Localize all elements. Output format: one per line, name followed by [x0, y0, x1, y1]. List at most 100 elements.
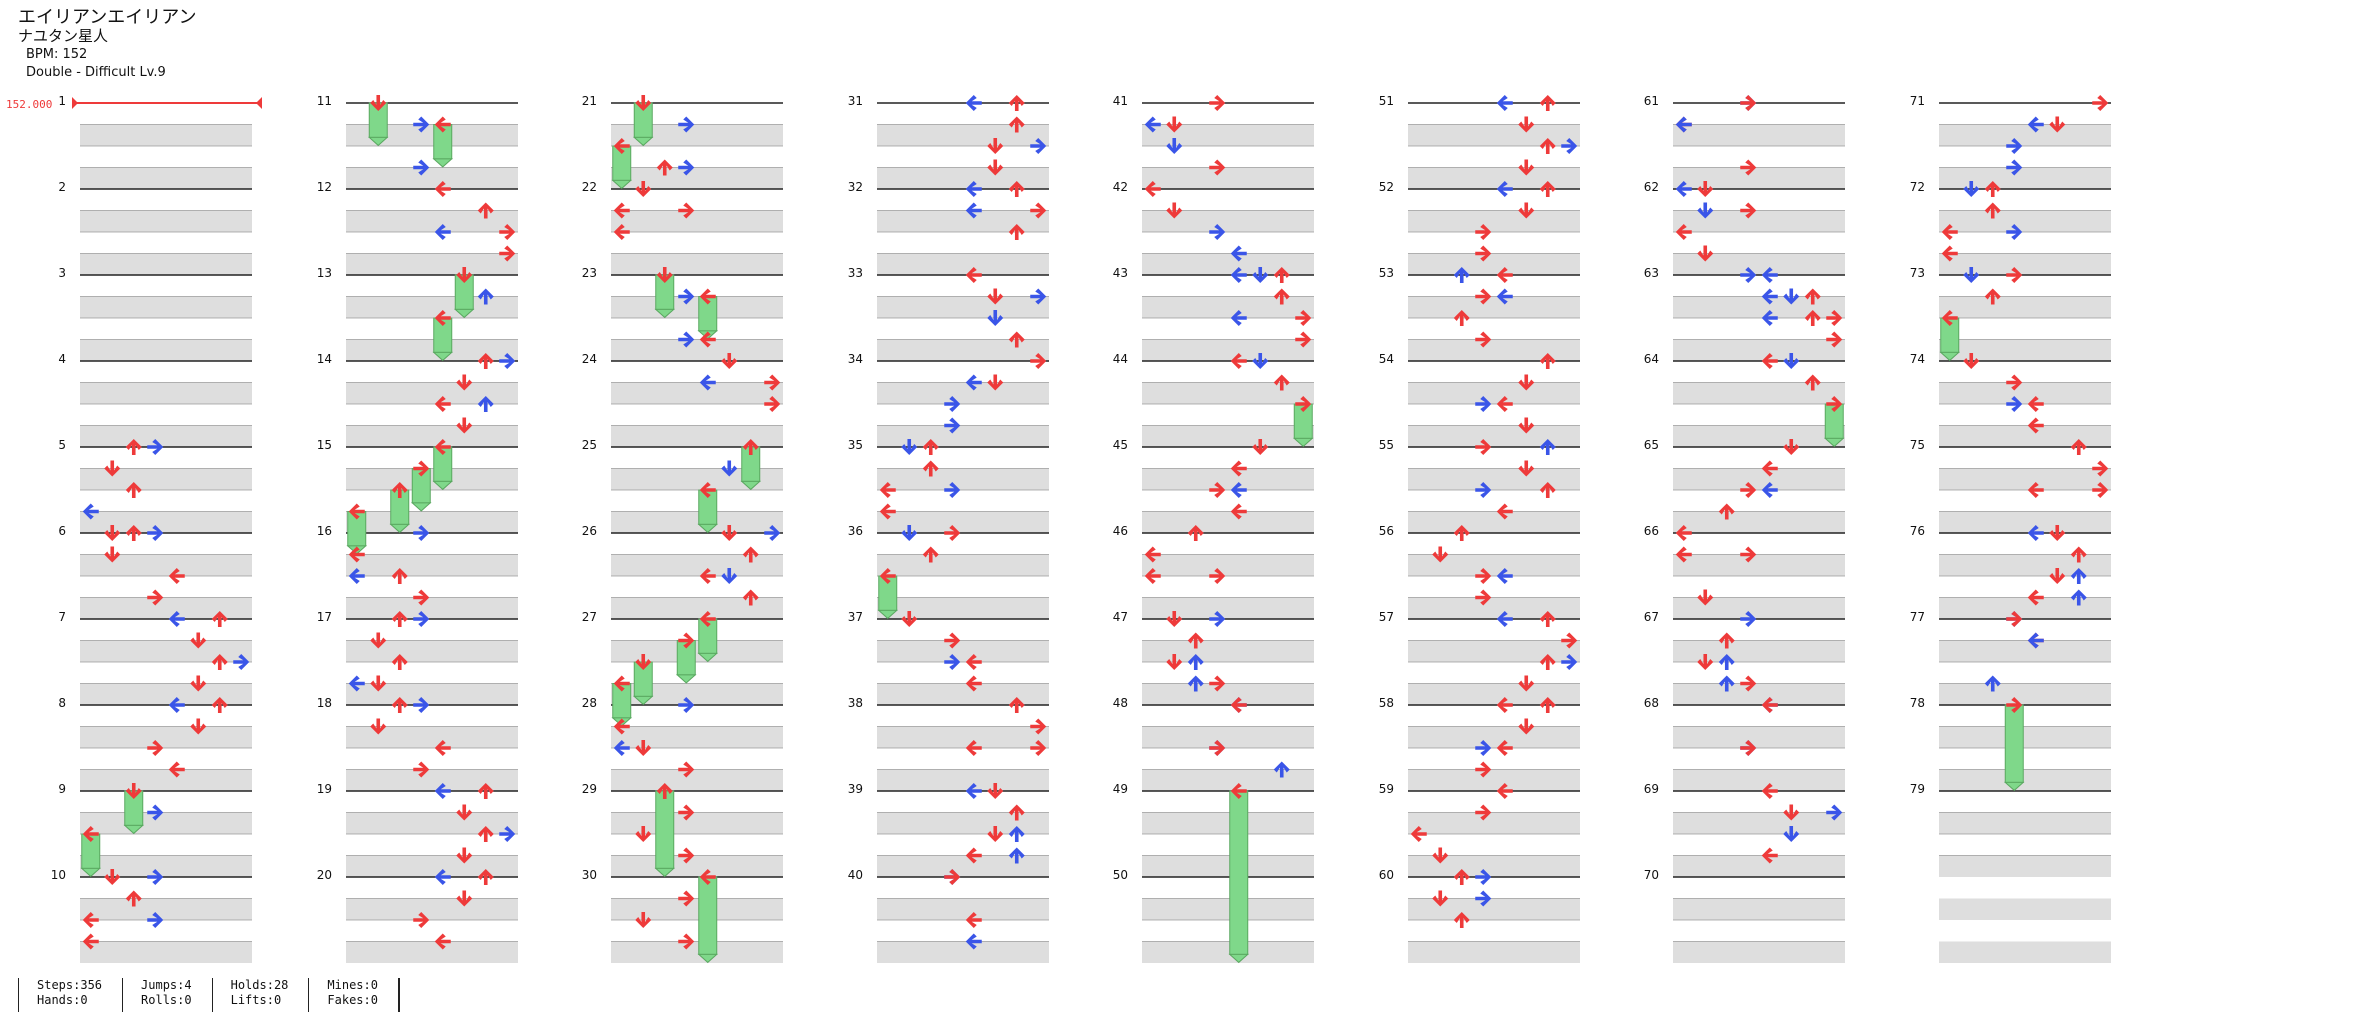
- hold-head-arrow-icon: [635, 654, 652, 670]
- beat-band: [1673, 683, 1845, 705]
- beat-band: [877, 167, 1049, 189]
- red-down-arrow-icon: [1432, 847, 1449, 864]
- red-up-arrow-icon: [211, 697, 228, 713]
- beat-band: [877, 511, 1049, 533]
- measure-number: 61: [1644, 94, 1659, 108]
- beat-band: [611, 812, 783, 834]
- beat-band: [346, 124, 518, 146]
- red-down-arrow-icon: [1166, 611, 1183, 627]
- stat-hands: Hands:0: [37, 993, 88, 1007]
- red-down-arrow-icon: [1518, 460, 1535, 477]
- blue-left-arrow-icon: [1496, 95, 1513, 111]
- measure-number: 79: [1910, 782, 1925, 796]
- red-right-arrow-icon: [2006, 267, 2023, 283]
- measure-number: 42: [1113, 180, 1128, 194]
- hold-head-arrow-icon: [699, 288, 716, 305]
- measure-number: 5: [58, 438, 66, 452]
- red-down-arrow-icon: [2049, 568, 2066, 584]
- hold-body: [1229, 790, 1249, 955]
- beat-band: [611, 425, 783, 447]
- beat-band: [1673, 941, 1845, 963]
- red-right-arrow-icon: [1475, 568, 1492, 584]
- blue-right-arrow-icon: [2006, 159, 2023, 176]
- measure-number: 52: [1379, 180, 1394, 194]
- red-up-arrow-icon: [1539, 482, 1556, 498]
- measure-number: 28: [582, 696, 597, 710]
- red-right-arrow-icon: [2092, 482, 2109, 498]
- blue-left-arrow-icon: [1496, 568, 1513, 584]
- hold-tail: [697, 523, 719, 534]
- beat-band: [1408, 468, 1580, 490]
- beat-band: [1939, 812, 2111, 834]
- blue-left-arrow-icon: [2027, 525, 2044, 541]
- beat-band: [346, 597, 518, 619]
- hold-head-arrow-icon: [1941, 310, 1958, 326]
- beat-band: [1939, 726, 2111, 748]
- song-header: エイリアンエイリアン ナユタン星人 BPM: 152 Double - Diff…: [18, 8, 197, 82]
- beat-band: [611, 769, 783, 791]
- beat-band: [1939, 683, 2111, 705]
- beat-band: [346, 812, 518, 834]
- beat-band: [1673, 296, 1845, 318]
- red-right-arrow-icon: [944, 632, 961, 649]
- red-up-arrow-icon: [391, 568, 408, 584]
- red-left-arrow-icon: [1230, 503, 1247, 520]
- beat-band: [1142, 382, 1314, 404]
- blue-right-arrow-icon: [1209, 611, 1226, 627]
- hold-head-arrow-icon: [635, 95, 652, 111]
- beat-band: [877, 898, 1049, 920]
- stats-holds-group: Holds:28 Lifts:0: [211, 978, 309, 1012]
- measure-number: 38: [848, 696, 863, 710]
- red-up-arrow-icon: [1984, 202, 2001, 219]
- beat-band: [1408, 683, 1580, 705]
- blue-left-arrow-icon: [965, 181, 982, 197]
- red-up-arrow-icon: [1539, 654, 1556, 670]
- hold-head-arrow-icon: [434, 439, 451, 455]
- beat-band: [1142, 124, 1314, 146]
- measure-number: 10: [51, 868, 66, 882]
- bpm-change-label: 152.000: [6, 98, 52, 111]
- red-up-arrow-icon: [1539, 95, 1556, 111]
- beat-band: [80, 382, 252, 404]
- measure-number: 66: [1644, 524, 1659, 538]
- beat-band: [1939, 511, 2111, 533]
- beat-band: [1673, 511, 1845, 533]
- blue-right-arrow-icon: [1209, 224, 1226, 240]
- blue-right-arrow-icon: [233, 654, 250, 670]
- red-up-arrow-icon: [211, 654, 228, 670]
- measure-number: 70: [1644, 868, 1659, 882]
- red-right-arrow-icon: [678, 890, 695, 907]
- measure-number: 37: [848, 610, 863, 624]
- blue-right-arrow-icon: [1826, 804, 1843, 821]
- beat-band: [1939, 769, 2111, 791]
- measure-number: 27: [582, 610, 597, 624]
- hold-tail: [632, 136, 654, 147]
- measure-number: 15: [317, 438, 332, 452]
- beat-band: [611, 253, 783, 275]
- beat-band: [80, 640, 252, 662]
- blue-left-arrow-icon: [965, 933, 982, 950]
- beat-band: [877, 640, 1049, 662]
- red-up-arrow-icon: [1187, 632, 1204, 649]
- measure-number: 34: [848, 352, 863, 366]
- beat-band: [346, 425, 518, 447]
- beat-band: [1142, 210, 1314, 232]
- red-up-arrow-icon: [125, 890, 142, 907]
- beat-band: [1142, 640, 1314, 662]
- hold-tail: [632, 695, 654, 706]
- beat-band: [611, 167, 783, 189]
- beat-band: [1673, 425, 1845, 447]
- beat-band: [1142, 855, 1314, 877]
- red-down-arrow-icon: [1697, 654, 1714, 670]
- red-right-arrow-icon: [1209, 568, 1226, 584]
- bpm-marker-right: [256, 97, 262, 109]
- blue-left-arrow-icon: [1230, 482, 1247, 498]
- beat-band: [1673, 898, 1845, 920]
- red-left-arrow-icon: [699, 568, 716, 584]
- beat-band: [1408, 339, 1580, 361]
- beat-band: [611, 210, 783, 232]
- beat-band: [1408, 812, 1580, 834]
- beat-band: [611, 382, 783, 404]
- red-left-arrow-icon: [965, 267, 982, 283]
- measure-number: 6: [58, 524, 66, 538]
